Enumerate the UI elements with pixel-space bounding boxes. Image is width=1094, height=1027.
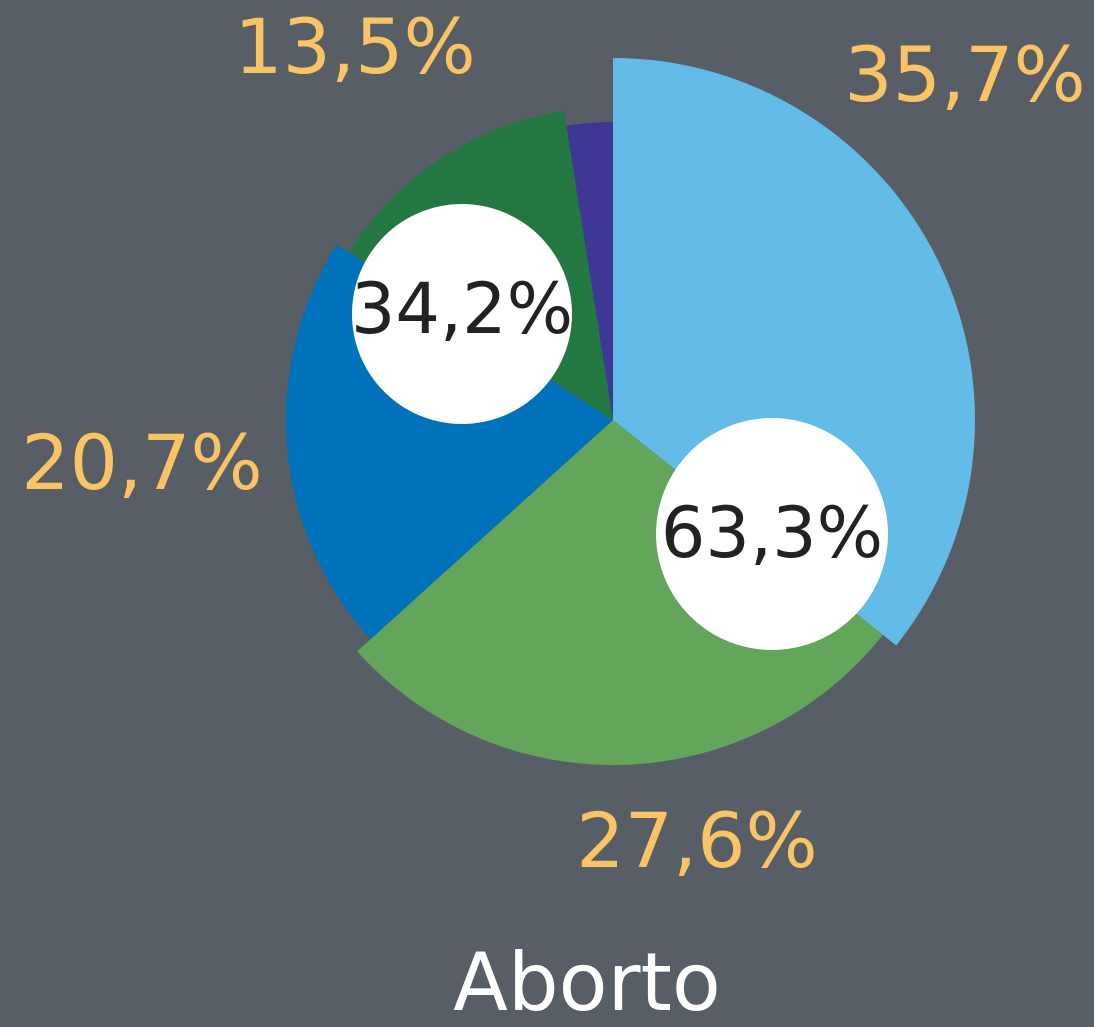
inner-circle xyxy=(656,418,888,650)
data-label: 20,7% xyxy=(21,418,262,507)
annotation: 34,2% xyxy=(351,268,573,350)
data-label: 27,6% xyxy=(576,796,817,885)
slice xyxy=(613,58,975,646)
data-label: 35,7% xyxy=(844,30,1085,119)
data-label: 13,5% xyxy=(234,2,475,91)
slice xyxy=(566,122,613,420)
inner-circle xyxy=(352,204,572,424)
slice xyxy=(357,420,883,766)
chart-title: Aborto xyxy=(453,936,721,1027)
annotation: 63,3% xyxy=(661,492,883,574)
